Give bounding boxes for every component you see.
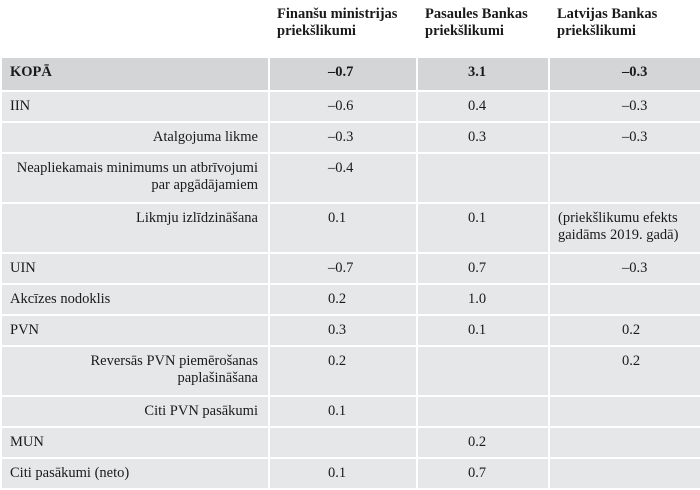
cell-world-bank: 0.1: [416, 202, 550, 254]
table-row: UIN –0.7 0.7 –0.3: [0, 252, 700, 285]
row-label: PVN: [0, 314, 270, 347]
cell-bank-of-latvia: [548, 426, 700, 459]
table-row: Reversās PVN piemērošanas paplašināšana …: [0, 345, 700, 397]
table-row: Likmju izlīdzināšana 0.1 0.1 (priekšliku…: [0, 202, 700, 254]
header-blank: [1, 0, 269, 57]
cell-finance-ministry: 0.1: [268, 202, 418, 254]
cell-finance-ministry: 0.2: [268, 345, 418, 397]
row-label: Akcīzes nodoklis: [0, 283, 270, 316]
row-label: KOPĀ: [0, 56, 270, 92]
cell-finance-ministry: –0.7: [268, 56, 418, 92]
row-label: Likmju izlīdzināšana: [0, 202, 270, 254]
cell-bank-of-latvia: –0.3: [548, 121, 700, 154]
row-label: MUN: [0, 426, 270, 459]
row-label: Reversās PVN piemērošanas paplašināšana: [0, 345, 270, 397]
header-bank-of-latvia: Latvijas Bankas priekšlikumi: [549, 0, 700, 57]
row-label: UIN: [0, 252, 270, 285]
cell-world-bank: [416, 152, 550, 204]
cell-bank-of-latvia: –0.3: [548, 56, 700, 92]
cell-world-bank: 0.4: [416, 90, 550, 123]
cell-world-bank: 0.1: [416, 314, 550, 347]
cell-bank-of-latvia: [548, 395, 700, 428]
cell-world-bank: 3.1: [416, 56, 550, 92]
header-row: Finanšu ministrijas priekšlikumi Pasaule…: [1, 0, 700, 57]
cell-world-bank: 0.2: [416, 426, 550, 459]
row-label: Atalgojuma likme: [0, 121, 270, 154]
cell-bank-of-latvia-note: (priekšlikumu efekts gaidāms 2019. gadā): [548, 202, 700, 254]
table-row: Akcīzes nodoklis 0.2 1.0: [0, 283, 700, 316]
cell-finance-ministry: 0.1: [268, 395, 418, 428]
table-row: Citi PVN pasākumi 0.1: [0, 395, 700, 428]
table-row: PVN 0.3 0.1 0.2: [0, 314, 700, 347]
cell-bank-of-latvia: 0.2: [548, 345, 700, 397]
row-label: Citi PVN pasākumi: [0, 395, 270, 428]
cell-world-bank: 0.7: [416, 252, 550, 285]
cell-bank-of-latvia: –0.3: [548, 252, 700, 285]
row-label: IIN: [0, 90, 270, 123]
cell-bank-of-latvia: 0.2: [548, 314, 700, 347]
cell-finance-ministry: [268, 426, 418, 459]
row-label: Citi pasākumi (neto): [0, 457, 270, 490]
cell-world-bank: [416, 395, 550, 428]
table-row: Citi pasākumi (neto) 0.1 0.7: [0, 457, 700, 490]
table-row: KOPĀ –0.7 3.1 –0.3: [0, 56, 700, 92]
cell-finance-ministry: –0.7: [268, 252, 418, 285]
header-world-bank: Pasaules Bankas priekšlikumi: [417, 0, 549, 57]
cell-world-bank: 0.3: [416, 121, 550, 154]
cell-finance-ministry: –0.4: [268, 152, 418, 204]
header-finance-ministry: Finanšu ministrijas priekšlikumi: [269, 0, 417, 57]
table-row: IIN –0.6 0.4 –0.3: [0, 90, 700, 123]
table-row: Neapliekamais minimums un atbrīvojumi pa…: [0, 152, 700, 204]
cell-world-bank: 0.7: [416, 457, 550, 490]
cell-world-bank: 1.0: [416, 283, 550, 316]
table-row: MUN 0.2: [0, 426, 700, 459]
row-label: Neapliekamais minimums un atbrīvojumi pa…: [0, 152, 270, 204]
cell-world-bank: [416, 345, 550, 397]
cell-bank-of-latvia: [548, 457, 700, 490]
table-row: Atalgojuma likme –0.3 0.3 –0.3: [0, 121, 700, 154]
cell-bank-of-latvia: [548, 283, 700, 316]
cell-finance-ministry: 0.2: [268, 283, 418, 316]
cell-bank-of-latvia: [548, 152, 700, 204]
cell-finance-ministry: 0.1: [268, 457, 418, 490]
cell-bank-of-latvia: –0.3: [548, 90, 700, 123]
cell-finance-ministry: –0.6: [268, 90, 418, 123]
cell-finance-ministry: –0.3: [268, 121, 418, 154]
cell-finance-ministry: 0.3: [268, 314, 418, 347]
